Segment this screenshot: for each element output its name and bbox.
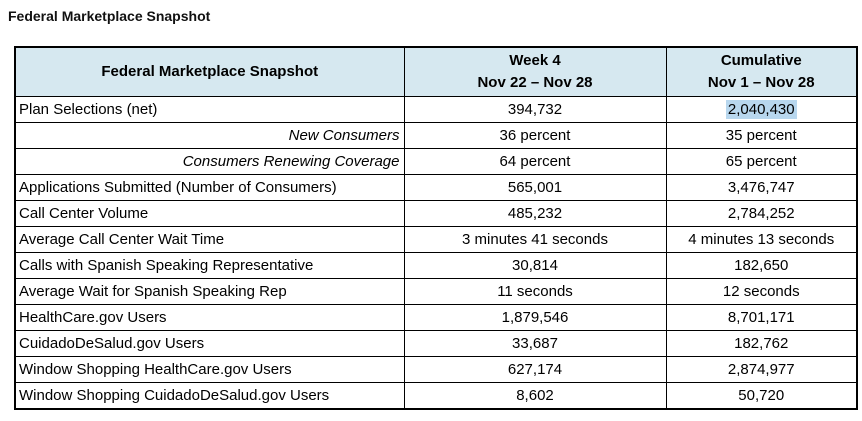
metric-label: CuidadoDeSalud.gov Users [14, 330, 405, 357]
metric-label: Window Shopping HealthCare.gov Users [14, 356, 405, 383]
table-row: Average Wait for Spanish Speaking Rep 11 … [14, 278, 858, 305]
cumulative-value: 182,650 [665, 252, 858, 279]
cumulative-value: 50,720 [665, 382, 858, 410]
table-body: Plan Selections (net) 394,732 2,040,430 New… [14, 96, 858, 410]
header-cumulative-title: Cumulative [720, 52, 802, 70]
metric-label: Plan Selections (net) [14, 96, 405, 123]
table-row: Consumers Renewing Coverage 64 percent 65 … [14, 148, 858, 175]
week4-value: 627,174 [403, 356, 667, 383]
table-row: Call Center Volume 485,232 2,784,252 [14, 200, 858, 227]
cumulative-value: 2,784,252 [665, 200, 858, 227]
cumulative-value: 8,701,171 [665, 304, 858, 331]
header-cumulative-daterange: Nov 1 – Nov 28 [707, 74, 815, 91]
table-header: Federal Marketplace Snapshot Week 4 Nov … [14, 46, 858, 97]
cumulative-value: 65 percent [665, 148, 858, 175]
week4-value: 30,814 [403, 252, 667, 279]
table-row: Applications Submitted (Number of Consum… [14, 174, 858, 201]
week4-value: 3 minutes 41 seconds [403, 226, 667, 253]
table-row: Plan Selections (net) 394,732 2,040,430 [14, 96, 858, 123]
metric-label: HealthCare.gov Users [14, 304, 405, 331]
week4-value: 11 seconds [403, 278, 667, 305]
week4-value: 485,232 [403, 200, 667, 227]
cumulative-value: 2,040,430 [665, 96, 858, 123]
header-cell-week4: Week 4 Nov 22 – Nov 28 [403, 46, 667, 97]
header-week4-title: Week 4 [509, 52, 561, 70]
federal-marketplace-snapshot-table: Federal Marketplace Snapshot Week 4 Nov … [14, 46, 858, 410]
metric-label: Calls with Spanish Speaking Representati… [14, 252, 405, 279]
week4-value: 64 percent [403, 148, 667, 175]
metric-label: Window Shopping CuidadoDeSalud.gov Users [14, 382, 405, 410]
page-title: Federal Marketplace Snapshot [8, 8, 211, 24]
table-row: Calls with Spanish Speaking Representati… [14, 252, 858, 279]
table-row: CuidadoDeSalud.gov Users 33,687 182,762 [14, 330, 858, 357]
week4-value: 33,687 [403, 330, 667, 357]
cumulative-value: 12 seconds [665, 278, 858, 305]
table-row: New Consumers 36 percent 35 percent [14, 122, 858, 149]
table-row: Window Shopping CuidadoDeSalud.gov Users… [14, 382, 858, 410]
week4-value: 565,001 [403, 174, 667, 201]
header-cell-label: Federal Marketplace Snapshot [14, 46, 405, 97]
table-row: Window Shopping HealthCare.gov Users 627,… [14, 356, 858, 383]
cumulative-value: 35 percent [665, 122, 858, 149]
table-row: Average Call Center Wait Time 3 minutes 4… [14, 226, 858, 253]
cumulative-value: 4 minutes 13 seconds [665, 226, 858, 253]
metric-label: Average Wait for Spanish Speaking Rep [14, 278, 405, 305]
week4-value: 1,879,546 [403, 304, 667, 331]
header-week4-daterange: Nov 22 – Nov 28 [477, 74, 593, 91]
header-cell-cumulative: Cumulative Nov 1 – Nov 28 [665, 46, 858, 97]
cumulative-value: 3,476,747 [665, 174, 858, 201]
metric-label: Call Center Volume [14, 200, 405, 227]
metric-label: Consumers Renewing Coverage [14, 148, 405, 175]
header-row: Federal Marketplace Snapshot Week 4 Nov … [14, 46, 858, 97]
header-label-text: Federal Marketplace Snapshot [101, 63, 319, 81]
table-row: HealthCare.gov Users 1,879,546 8,701,171 [14, 304, 858, 331]
cumulative-value: 2,874,977 [665, 356, 858, 383]
week4-value: 394,732 [403, 96, 667, 123]
metric-label: New Consumers [14, 122, 405, 149]
week4-value: 36 percent [403, 122, 667, 149]
metric-label: Average Call Center Wait Time [14, 226, 405, 253]
week4-value: 8,602 [403, 382, 667, 410]
metric-label: Applications Submitted (Number of Consum… [14, 174, 405, 201]
cumulative-value: 182,762 [665, 330, 858, 357]
selected-value-highlight: 2,040,430 [725, 100, 797, 119]
